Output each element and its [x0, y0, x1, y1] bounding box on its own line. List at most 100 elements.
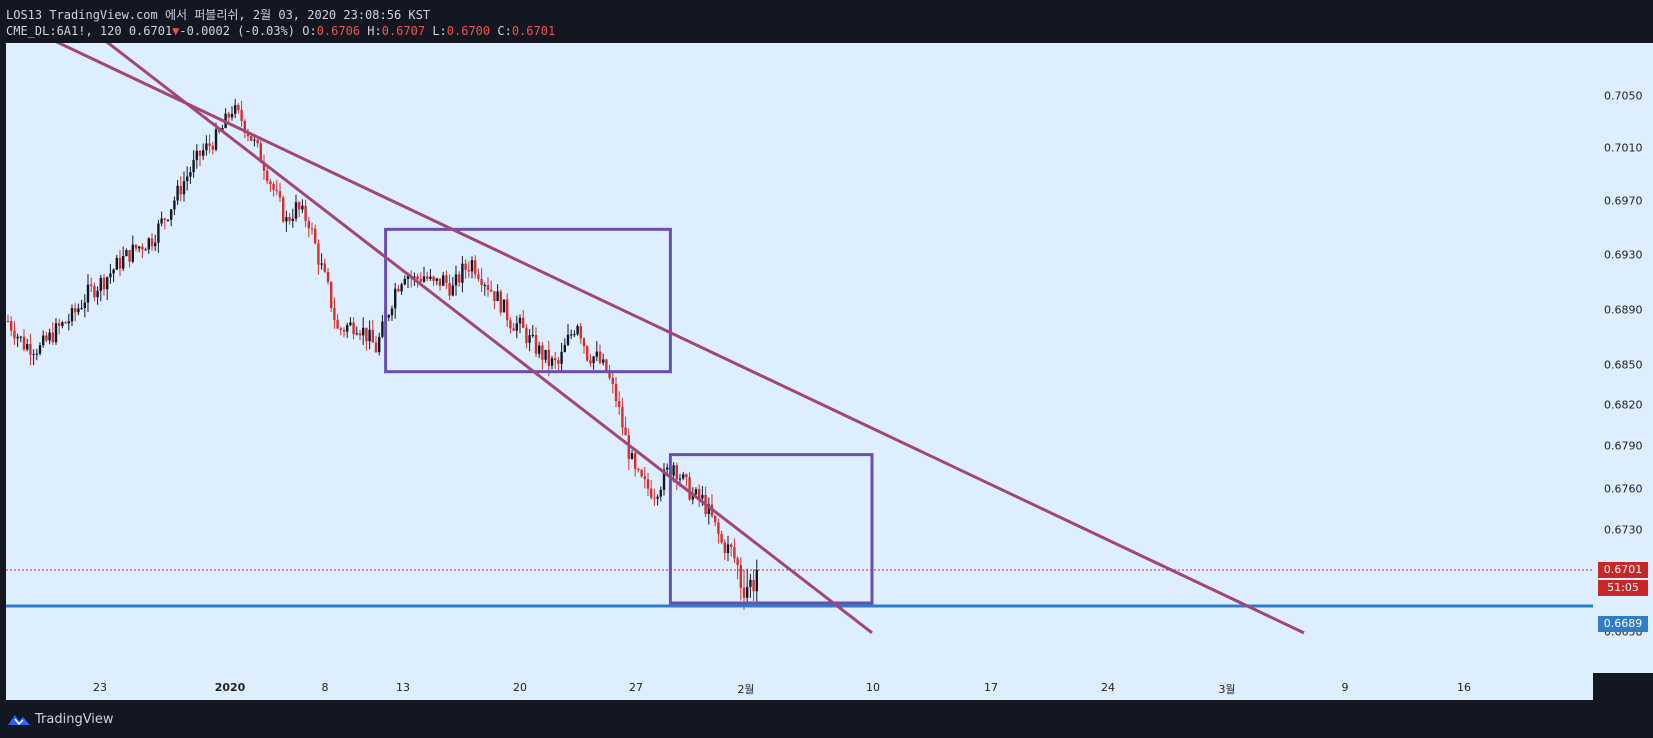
candle-body — [355, 333, 358, 335]
candle-body — [138, 246, 141, 249]
candle-body — [310, 228, 314, 230]
candle-body — [246, 133, 250, 137]
candle-body — [13, 330, 16, 339]
candle-body — [70, 308, 74, 322]
candle-body — [525, 327, 528, 343]
candle-body — [499, 291, 502, 313]
candle-body — [10, 321, 13, 331]
candle-body — [426, 276, 429, 279]
candle-body — [506, 299, 509, 321]
candle-body — [262, 162, 266, 171]
candle-body — [112, 269, 115, 274]
candle-body — [573, 334, 576, 336]
time-axis[interactable] — [6, 673, 1593, 700]
candle-body — [538, 345, 541, 354]
candle-body — [234, 105, 237, 114]
candle-body — [742, 587, 746, 598]
candle-body — [22, 336, 26, 350]
candle-body — [720, 533, 723, 543]
candle-body — [381, 321, 384, 337]
candle-body — [477, 274, 480, 279]
candle-body — [550, 358, 554, 366]
candle-body — [576, 325, 579, 335]
candle-body — [646, 479, 650, 489]
candle-body — [131, 244, 134, 262]
candle-body — [176, 185, 179, 201]
candle-body — [554, 358, 557, 361]
candle-body — [163, 218, 166, 220]
candle-body — [192, 159, 195, 173]
chart-header-publish-info: LOS13 TradingView.com 에서 퍼블리쉬, 2월 03, 20… — [6, 8, 431, 22]
close-label: C: — [497, 24, 512, 38]
tradingview-logo-icon[interactable] — [6, 711, 32, 727]
price-axis[interactable] — [1593, 43, 1653, 673]
candle-body — [422, 276, 426, 282]
candle-body — [342, 329, 346, 332]
candle-body — [109, 273, 112, 278]
candle-body — [621, 407, 624, 428]
candle-body — [682, 474, 685, 479]
candle-body — [26, 344, 29, 350]
candle-body — [365, 327, 368, 342]
candle-body — [362, 327, 365, 336]
candle-body — [48, 332, 51, 341]
candle-body — [458, 274, 461, 283]
candle-body — [186, 176, 189, 182]
candle-body — [6, 321, 10, 322]
tradingview-brand[interactable]: TradingView — [35, 712, 114, 727]
candle-body — [182, 181, 186, 195]
candle-body — [534, 334, 538, 354]
symbol-info[interactable]: CME_DL:6A1!, 120 0.6701 — [6, 24, 173, 38]
candle-body — [275, 189, 278, 192]
candle-body — [451, 285, 454, 296]
candle-body — [144, 249, 147, 251]
candle-body — [349, 322, 352, 326]
candle-body — [323, 263, 326, 272]
candle-body — [122, 256, 125, 269]
candle-body — [317, 243, 320, 265]
candle-body — [214, 129, 218, 150]
rectangle-drawing[interactable] — [668, 453, 874, 605]
rectangle-drawing[interactable] — [384, 227, 672, 374]
change-arrow-icon: ▼ — [172, 24, 180, 38]
candle-body — [723, 542, 726, 554]
footer-bar — [0, 700, 1653, 738]
open-value: 0.6706 — [316, 24, 361, 38]
candle-body — [605, 359, 608, 372]
candle-body — [493, 291, 496, 302]
candle-body — [406, 275, 410, 279]
plot-background — [6, 43, 1593, 673]
candle-body — [707, 504, 710, 515]
candle-body — [154, 242, 157, 247]
candle-body — [230, 113, 234, 118]
trendline-drawing[interactable] — [6, 43, 873, 635]
candle-body — [125, 250, 128, 257]
candle-body — [288, 217, 291, 221]
candle-body — [16, 336, 19, 339]
candle-body — [726, 544, 730, 554]
candle-body — [227, 113, 230, 118]
candle-body — [189, 172, 192, 177]
candle-body — [688, 477, 691, 500]
candle-body — [198, 150, 202, 156]
low-value: 0.6700 — [446, 24, 491, 38]
candle-body — [259, 143, 262, 163]
high-value: 0.6707 — [381, 24, 426, 38]
candle-body — [205, 143, 208, 151]
candle-body — [566, 334, 570, 345]
chart-plot-area[interactable] — [6, 43, 1593, 673]
candle-body — [666, 467, 669, 470]
candle-body — [35, 353, 38, 355]
candle-body — [394, 288, 397, 309]
candle-body — [659, 489, 662, 497]
candle-body — [515, 323, 518, 331]
candle-body — [291, 218, 294, 221]
candle-body — [592, 356, 595, 364]
candle-body — [512, 328, 515, 331]
candle-body — [557, 360, 560, 364]
candle-body — [61, 322, 64, 326]
drawings-group[interactable] — [6, 43, 1593, 635]
trendline-drawing[interactable] — [6, 43, 1305, 635]
candle-body — [752, 579, 755, 592]
candle-body — [285, 217, 288, 222]
